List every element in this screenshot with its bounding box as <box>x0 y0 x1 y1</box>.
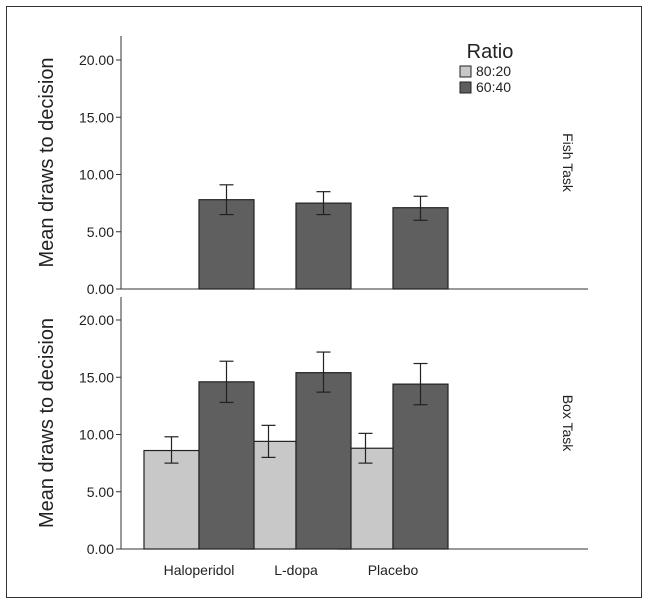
y-tick-label: 0.00 <box>87 541 114 557</box>
x-category-label: Haloperidol <box>164 562 235 578</box>
y-tick-label: 5.00 <box>87 484 114 500</box>
legend-swatch-60-40 <box>459 81 472 94</box>
y-tick-label: 0.00 <box>87 281 114 297</box>
panel-label: Fish Task <box>560 133 576 193</box>
legend-swatch-80-20 <box>459 65 472 78</box>
bar-60-40-placebo <box>392 207 449 290</box>
y-axis-title: Mean draws to decision <box>36 57 58 267</box>
bar-60-40-placebo <box>392 383 449 550</box>
figure-frame: 0.00 5.00 10.00 15.00 20.00 Mean draws to dec… <box>6 6 642 598</box>
bar-60-40-l-dopa <box>295 372 352 550</box>
y-tick-label: 20.00 <box>79 52 114 68</box>
bar-60-40-l-dopa <box>295 202 352 290</box>
bar-80-20-haloperidol <box>143 449 200 550</box>
y-tick-label: 20.00 <box>79 312 114 328</box>
x-category-label: Placebo <box>368 562 419 578</box>
y-tick-label: 10.00 <box>79 167 114 183</box>
chart-svg: 0.00 5.00 10.00 15.00 20.00 Mean draws to dec… <box>36 36 588 578</box>
legend-title: Ratio <box>467 41 514 63</box>
panel-label: Box Task <box>560 395 576 453</box>
y-tick-label: 5.00 <box>87 224 114 240</box>
y-tick-label: 15.00 <box>79 109 114 125</box>
bar-60-40-haloperidol <box>198 381 255 550</box>
y-tick-label: 15.00 <box>79 369 114 385</box>
x-category-label: L-dopa <box>274 562 318 578</box>
y-axis-title: Mean draws to decision <box>36 318 58 528</box>
y-tick-label: 10.00 <box>79 427 114 443</box>
legend-label: 80:20 <box>476 63 511 79</box>
legend-label: 60:40 <box>476 79 511 95</box>
